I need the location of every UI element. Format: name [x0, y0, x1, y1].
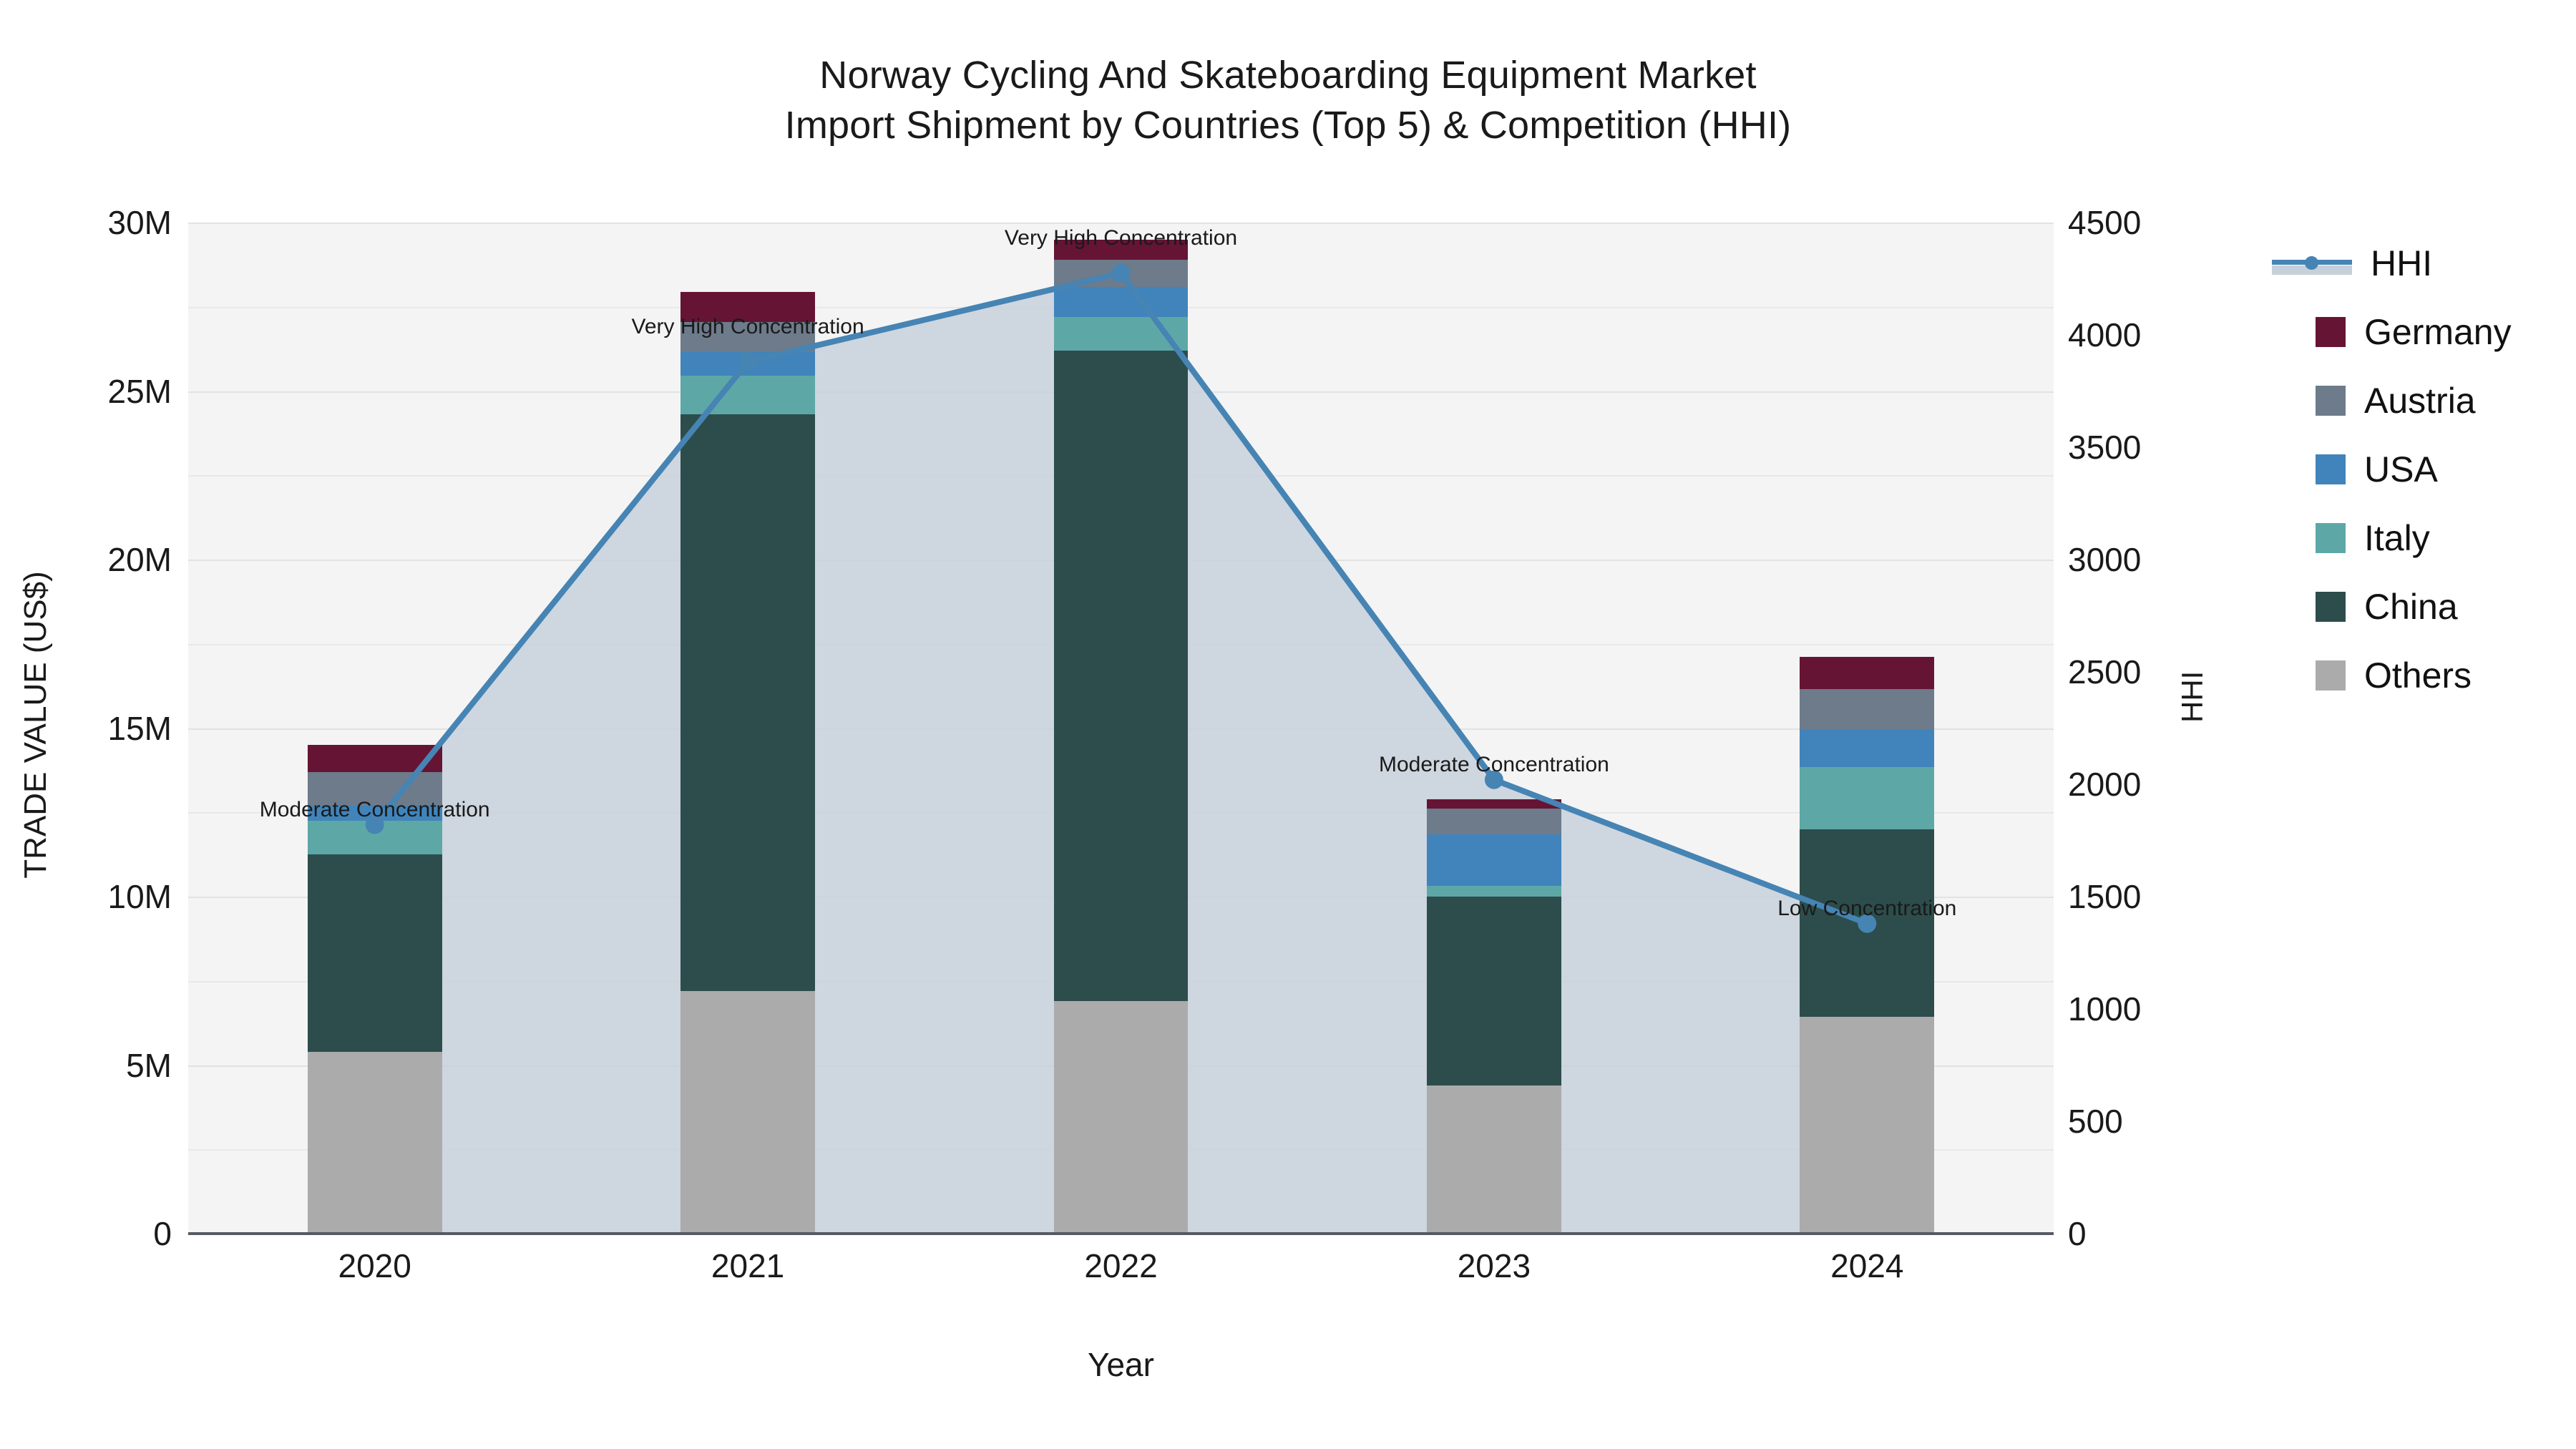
legend-swatch-italy [2316, 523, 2346, 553]
annotation-2020: Moderate Concentration [259, 797, 490, 821]
legend-swatch-austria [2316, 386, 2346, 416]
x-tick-2024: 2024 [1830, 1247, 1904, 1284]
bar-segment-china-2020[interactable] [307, 854, 442, 1052]
y-tick-left-0: 0 [153, 1215, 172, 1252]
y-tick-right-0: 0 [2068, 1215, 2087, 1252]
bar-segment-china-2021[interactable] [680, 414, 815, 991]
bar-2024[interactable] [1800, 223, 1935, 1234]
bar-2023[interactable] [1427, 223, 1561, 1234]
legend-item-others[interactable]: Others [2272, 641, 2512, 710]
bar-segment-germany-2023[interactable] [1427, 799, 1561, 809]
legend-line-marker-icon [2272, 248, 2352, 278]
bar-segment-usa-2021[interactable] [680, 352, 815, 376]
y-tick-right-4500: 4500 [2068, 204, 2142, 241]
bar-segment-austria-2022[interactable] [1053, 259, 1189, 287]
annotation-2022: Very High Concentration [1004, 225, 1238, 250]
legend-label-germany: Germany [2364, 312, 2512, 352]
y-axis-right-label: HHI [2175, 670, 2209, 723]
legend-label-italy: Italy [2364, 518, 2430, 558]
legend-item-hhi[interactable]: HHI [2272, 229, 2512, 298]
x-axis-label: Year [1088, 1346, 1154, 1383]
bar-segment-others-2024[interactable] [1800, 1016, 1935, 1234]
bar-2021[interactable] [680, 223, 815, 1234]
legend-item-china[interactable]: China [2272, 572, 2512, 641]
bar-segment-usa-2022[interactable] [1053, 286, 1189, 317]
x-tick-2020: 2020 [338, 1247, 411, 1284]
x-tick-2021: 2021 [711, 1247, 785, 1284]
bar-segment-germany-2020[interactable] [307, 745, 442, 772]
bar-segment-others-2023[interactable] [1427, 1085, 1561, 1234]
bar-segment-italy-2021[interactable] [680, 376, 815, 415]
y-tick-right-500: 500 [2068, 1103, 2123, 1140]
bar-segment-italy-2023[interactable] [1427, 885, 1561, 897]
legend-item-germany[interactable]: Germany [2272, 298, 2512, 366]
bar-segment-china-2023[interactable] [1427, 897, 1561, 1086]
legend-label-austria: Austria [2364, 381, 2476, 421]
bar-segment-germany-2022[interactable] [1053, 239, 1189, 260]
gridline [188, 223, 2054, 224]
legend-label-others: Others [2364, 655, 2472, 696]
legend-swatch-china [2316, 592, 2346, 622]
y-tick-left-10M: 10M [107, 878, 172, 915]
y-tick-right-2500: 2500 [2068, 653, 2142, 691]
legend-item-usa[interactable]: USA [2272, 435, 2512, 504]
bar-segment-germany-2024[interactable] [1800, 656, 1935, 689]
bar-segment-usa-2024[interactable] [1800, 729, 1935, 767]
bar-segment-china-2022[interactable] [1053, 351, 1189, 1002]
y-tick-right-3000: 3000 [2068, 541, 2142, 578]
x-axis-line [188, 1232, 2054, 1235]
bar-segment-others-2022[interactable] [1053, 1001, 1189, 1234]
x-tick-2022: 2022 [1084, 1247, 1158, 1284]
legend-dot-icon [2305, 256, 2318, 270]
y-tick-left-5M: 5M [126, 1046, 172, 1084]
bar-2020[interactable] [307, 223, 442, 1234]
bar-segment-austria-2023[interactable] [1427, 809, 1561, 834]
bar-segment-italy-2022[interactable] [1053, 316, 1189, 351]
bar-segment-austria-2024[interactable] [1800, 688, 1935, 730]
legend-label-hhi: HHI [2371, 243, 2433, 283]
bar-segment-italy-2020[interactable] [307, 821, 442, 855]
bar-segment-china-2024[interactable] [1800, 829, 1935, 1017]
y-tick-left-25M: 25M [107, 372, 172, 410]
legend-swatch-others [2316, 660, 2346, 691]
legend: HHI Germany Austria USA Italy China Others [2272, 229, 2512, 710]
y-tick-left-20M: 20M [107, 541, 172, 578]
y-tick-left-15M: 15M [107, 709, 172, 747]
legend-swatch-usa [2316, 454, 2346, 484]
y-tick-right-2000: 2000 [2068, 766, 2142, 803]
annotation-2024: Low Concentration [1777, 896, 1957, 920]
chart-title: Norway Cycling And Skateboarding Equipme… [0, 50, 2576, 150]
y-tick-right-3500: 3500 [2068, 429, 2142, 466]
chart-title-line-2: Import Shipment by Countries (Top 5) & C… [784, 104, 1792, 147]
legend-item-austria[interactable]: Austria [2272, 366, 2512, 435]
legend-swatch-germany [2316, 317, 2346, 347]
chart-title-line-1: Norway Cycling And Skateboarding Equipme… [819, 54, 1757, 97]
y-tick-right-1500: 1500 [2068, 878, 2142, 915]
plot-area: Moderate Concentration Very High Concentr… [188, 223, 2054, 1235]
bar-segment-usa-2023[interactable] [1427, 834, 1561, 886]
bar-segment-italy-2024[interactable] [1800, 766, 1935, 830]
y-tick-left-30M: 30M [107, 204, 172, 241]
y-axis-left-label: TRADE VALUE (US$) [18, 570, 53, 879]
x-tick-2023: 2023 [1457, 1247, 1531, 1284]
bar-2022[interactable] [1053, 223, 1189, 1234]
legend-label-china: China [2364, 587, 2458, 627]
legend-item-italy[interactable]: Italy [2272, 504, 2512, 572]
annotation-2021: Very High Concentration [631, 314, 864, 338]
legend-area-swatch [2272, 265, 2352, 275]
y-tick-right-4000: 4000 [2068, 316, 2142, 353]
bar-segment-others-2021[interactable] [680, 990, 815, 1234]
y-tick-right-1000: 1000 [2068, 990, 2142, 1028]
bar-segment-others-2020[interactable] [307, 1051, 442, 1234]
legend-label-usa: USA [2364, 449, 2438, 489]
annotation-2023: Moderate Concentration [1378, 752, 1609, 776]
